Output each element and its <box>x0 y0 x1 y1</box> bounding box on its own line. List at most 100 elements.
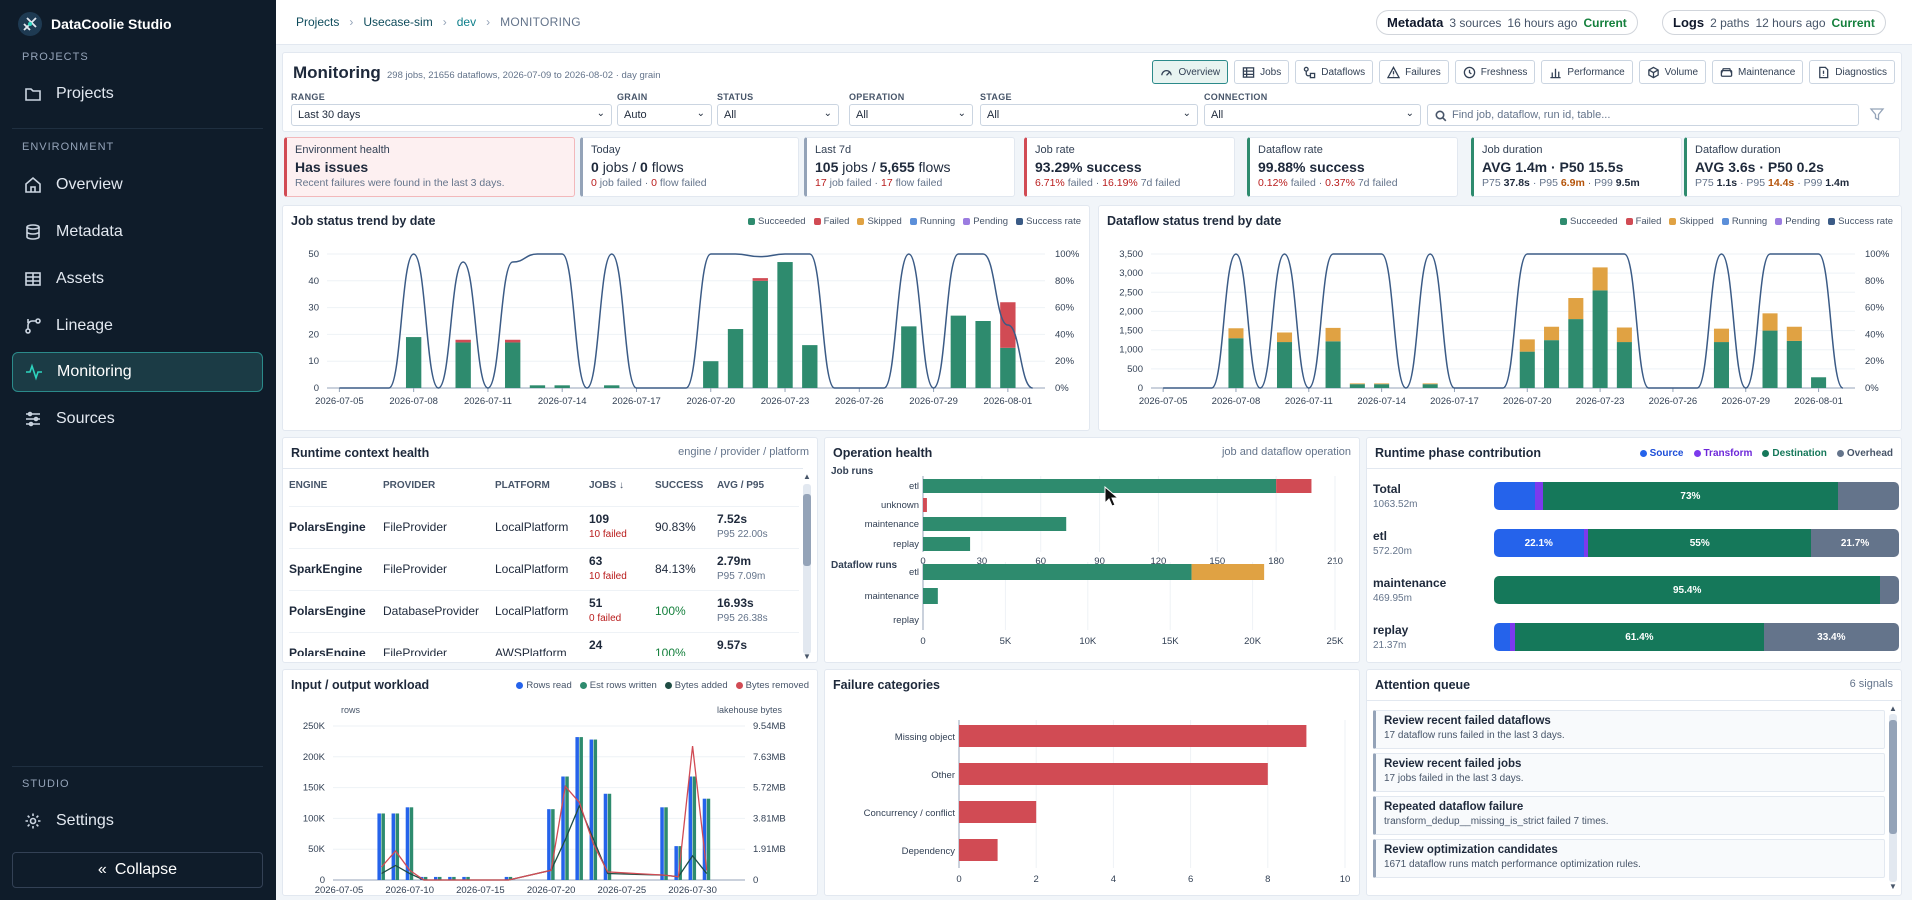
phase-row[interactable]: replay 21.37m 61.4% 33.4% <box>1373 619 1899 653</box>
tab-maintenance[interactable]: Maintenance <box>1712 60 1804 84</box>
attention-scrollbar[interactable] <box>1889 714 1897 882</box>
legend-item[interactable]: Running <box>1721 216 1767 227</box>
legend-item[interactable]: Success rate <box>1016 216 1081 227</box>
tab-diagnostics[interactable]: Diagnostics <box>1809 60 1895 84</box>
kpi-job-rate[interactable]: Job rate 93.29% success 6.71% failed · 1… <box>1024 137 1235 197</box>
phase-row[interactable]: maintenance 469.95m 95.4% <box>1373 572 1899 606</box>
scroll-down-icon[interactable]: ▼ <box>803 652 811 661</box>
search-input[interactable]: Find job, dataflow, run id, table... <box>1427 104 1859 126</box>
legend-item[interactable]: Skipped <box>1669 216 1714 227</box>
legend-item[interactable]: Failed <box>813 216 849 227</box>
col-engine[interactable]: ENGINE <box>289 480 328 491</box>
tab-freshness[interactable]: Freshness <box>1454 60 1536 84</box>
logs-status-pill[interactable]: Logs 2 paths 12 hours ago Current <box>1662 10 1886 35</box>
tab-performance[interactable]: Performance <box>1541 60 1633 84</box>
phase-segment-overhead <box>1880 576 1899 604</box>
bar-succeeded <box>1325 341 1341 388</box>
legend-item[interactable]: Succeeded <box>1560 216 1618 227</box>
sidebar-item-metadata[interactable]: Metadata <box>12 212 263 252</box>
kpi-dataflow-duration[interactable]: Dataflow duration AVG 3.6s · P50 0.2s P7… <box>1684 137 1900 197</box>
sidebar-item-assets[interactable]: Assets <box>12 259 263 299</box>
legend-item[interactable]: Est rows written <box>579 680 657 691</box>
tab-volume[interactable]: Volume <box>1638 60 1707 84</box>
legend-item[interactable]: Failed <box>1625 216 1661 227</box>
bar-rows-read <box>448 876 452 880</box>
legend-item[interactable]: Rows read <box>516 680 572 691</box>
legend-item[interactable]: Succeeded <box>748 216 806 227</box>
x-tick-label: 2026-07-23 <box>761 396 810 407</box>
sidebar-item-projects[interactable]: Projects <box>12 74 263 114</box>
stage-select[interactable]: All ⌄ <box>980 104 1198 126</box>
col-avg-p95[interactable]: AVG / P95 <box>717 480 765 491</box>
kpi-last-7d[interactable]: Last 7d 105 jobs / 5,655 flows 17 job fa… <box>804 137 1015 197</box>
col-provider[interactable]: PROVIDER <box>383 480 436 491</box>
kpi-dataflow-rate[interactable]: Dataflow rate 99.88% success 0.12% faile… <box>1247 137 1458 197</box>
table-row[interactable]: SparkEngine FileProvider LocalPlatform 63 10… <box>289 548 799 590</box>
attention-item[interactable]: Review optimization candidates 1671 dataf… <box>1373 839 1885 878</box>
tab-overview[interactable]: Overview <box>1152 60 1229 84</box>
sidebar-item-settings[interactable]: Settings <box>12 801 263 841</box>
status-select[interactable]: All ⌄ <box>717 104 839 126</box>
phase-panel: Runtime phase contribution Source Transf… <box>1366 437 1902 663</box>
bar-rows-read <box>688 776 693 880</box>
tab-label: Overview <box>1178 66 1221 78</box>
attention-item[interactable]: Review recent failed jobs 17 jobs failed … <box>1373 753 1885 792</box>
sidebar-item-sources[interactable]: Sources <box>12 399 263 439</box>
phase-row[interactable]: Total 1063.52m 73% <box>1373 478 1899 512</box>
filter-icon[interactable] <box>1869 106 1885 122</box>
kpi-job-duration[interactable]: Job duration AVG 1.4m · P50 15.5s P75 37… <box>1471 137 1682 197</box>
operation-select[interactable]: All ⌄ <box>849 104 973 126</box>
sidebar-item-overview[interactable]: Overview <box>12 165 263 205</box>
legend-item[interactable]: Skipped <box>857 216 902 227</box>
sliders-icon <box>26 411 40 427</box>
col-success[interactable]: SUCCESS <box>655 480 704 491</box>
scroll-down-icon[interactable]: ▼ <box>1889 882 1897 891</box>
y2-tick-label: 0% <box>1055 383 1069 394</box>
scroll-up-icon[interactable]: ▲ <box>1889 704 1897 713</box>
attention-item[interactable]: Repeated dataflow failure transform_dedup… <box>1373 796 1885 835</box>
kpi-failed: 0 <box>591 177 597 189</box>
engine-cell: PolarsEngine <box>289 646 366 656</box>
legend-item[interactable]: Source <box>1639 448 1684 459</box>
panel-title: Runtime context health <box>291 446 430 460</box>
legend-item[interactable]: Bytes added <box>664 680 728 691</box>
legend-item[interactable]: Overhead <box>1836 448 1893 459</box>
col-platform[interactable]: PLATFORM <box>495 480 550 491</box>
legend-item[interactable]: Pending <box>963 216 1008 227</box>
collapse-button[interactable]: « Collapse <box>12 852 263 888</box>
sidebar-item-lineage[interactable]: Lineage <box>12 306 263 346</box>
kpi-value: Has issues <box>295 159 369 175</box>
y-tick-label: 50 <box>308 249 319 260</box>
panel-title: Job status trend by date <box>291 214 436 228</box>
tab-dataflows[interactable]: Dataflows <box>1295 60 1374 84</box>
runtime-scrollbar[interactable] <box>803 484 811 654</box>
scroll-up-icon[interactable]: ▲ <box>803 472 811 481</box>
kpi-p99: 9.5m <box>1615 177 1640 189</box>
grain-select[interactable]: Auto ⌄ <box>617 104 712 126</box>
breadcrumb-project[interactable]: Usecase-sim <box>363 15 433 29</box>
connection-select[interactable]: All ⌄ <box>1204 104 1421 126</box>
attention-item[interactable]: Review recent failed dataflows 17 dataflo… <box>1373 710 1885 749</box>
legend-item[interactable]: Transform <box>1693 448 1752 459</box>
legend-item[interactable]: Running <box>909 216 955 227</box>
legend-item[interactable]: Pending <box>1775 216 1820 227</box>
kpi-environment-health[interactable]: Environment health Has issues Recent fai… <box>284 137 575 197</box>
legend-item[interactable]: Destination <box>1762 448 1827 459</box>
sidebar-item-monitoring[interactable]: Monitoring <box>12 352 263 392</box>
phase-row[interactable]: etl 572.20m 22.1% 55% 21.7% <box>1373 525 1899 559</box>
col-jobs[interactable]: JOBS ↓ <box>589 480 625 491</box>
brand[interactable]: DataCoolie Studio <box>18 12 172 36</box>
breadcrumb-environment[interactable]: dev <box>456 15 477 29</box>
metadata-status-pill[interactable]: Metadata 3 sources 16 hours ago Current <box>1376 10 1638 35</box>
legend-item[interactable]: Success rate <box>1828 216 1893 227</box>
tab-jobs[interactable]: Jobs <box>1234 60 1290 84</box>
tab-failures[interactable]: Failures <box>1379 60 1449 84</box>
table-row[interactable]: PolarsEngine FileProvider LocalPlatform 109… <box>289 506 799 548</box>
kpi-today[interactable]: Today 0 jobs / 0 flows 0 job failed · 0 … <box>580 137 799 197</box>
table-row[interactable]: PolarsEngine DatabaseProvider LocalPlatfor… <box>289 590 799 632</box>
breadcrumb-projects[interactable]: Projects <box>296 15 340 29</box>
range-select[interactable]: Last 30 days ⌄ <box>291 104 612 126</box>
bar-succeeded <box>923 517 1067 531</box>
table-row[interactable]: PolarsEngine FileProvider AWSPlatform 24 100… <box>289 632 799 656</box>
legend-item[interactable]: Bytes removed <box>735 680 809 691</box>
